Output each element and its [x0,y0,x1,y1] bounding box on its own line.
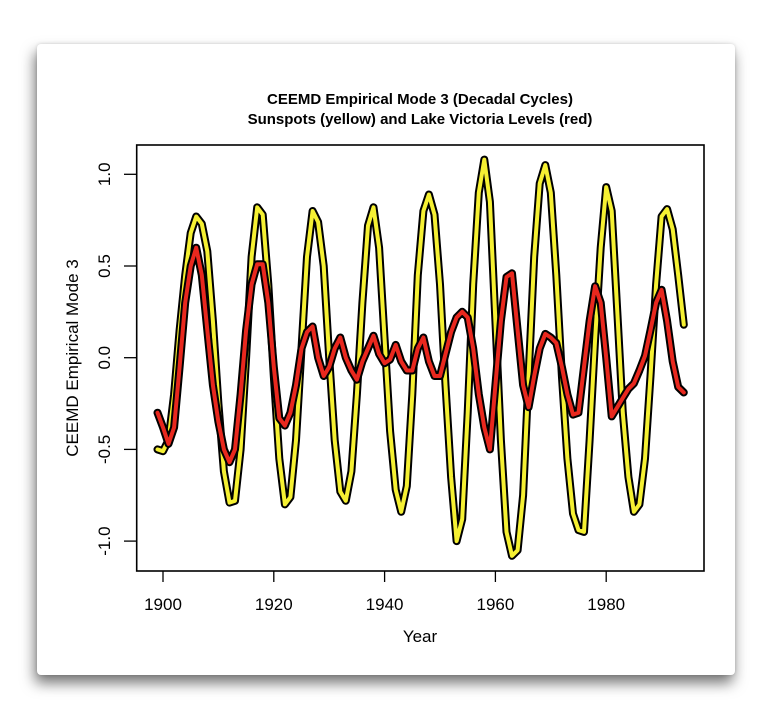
y-tick-label: 0.5 [95,254,114,278]
x-axis: 1900 1920 1940 1960 1980 [144,571,625,614]
chart-subtitle: Sunspots (yellow) and Lake Victoria Leve… [248,111,593,128]
x-tick-label: 1920 [255,595,293,614]
x-tick-label: 1960 [476,595,514,614]
x-tick-label: 1900 [144,595,182,614]
y-axis: 1.0 0.5 0.0 -0.5 -1.0 [95,162,137,556]
y-tick-label: -1.0 [95,526,114,555]
y-tick-label: 0.0 [95,346,114,370]
series-group [153,155,688,560]
x-tick-label: 1940 [366,595,404,614]
y-tick-label: -0.5 [95,435,114,464]
y-axis-label: CEEMD Empirical Mode 3 [63,259,82,456]
x-tick-label: 1980 [587,595,625,614]
x-axis-label: Year [403,627,438,646]
chart-title: CEEMD Empirical Mode 3 (Decadal Cycles) [267,91,573,108]
y-tick-label: 1.0 [95,162,114,186]
series-lake-victoria-levels-line [155,245,686,465]
